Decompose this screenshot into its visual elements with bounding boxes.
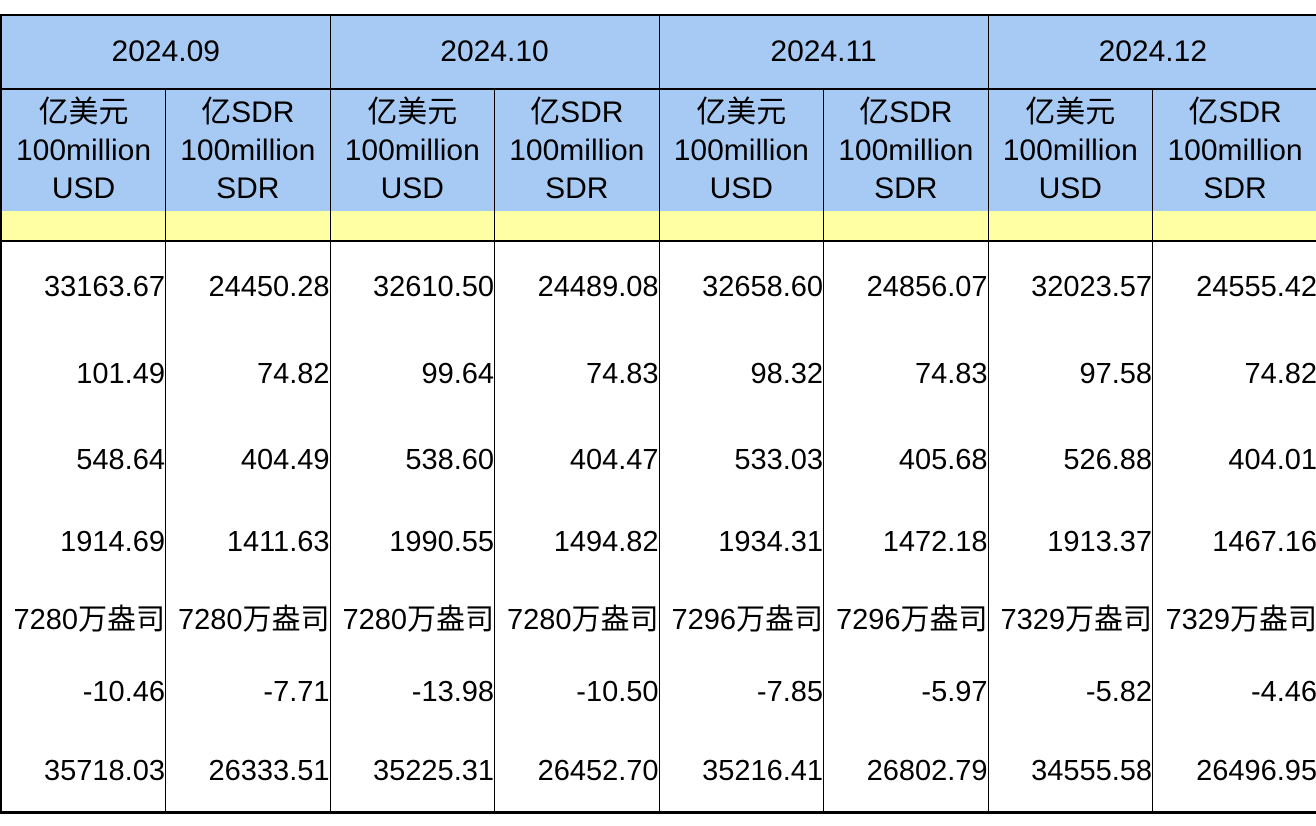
data-cell: 548.64 <box>1 417 166 503</box>
data-cell: -4.46 <box>1152 653 1316 731</box>
unit-header-usd: 亿美元 100million USD <box>330 89 496 211</box>
data-cell: 32610.50 <box>330 241 496 332</box>
data-cell: 1467.16 <box>1152 503 1316 581</box>
data-cell: 101.49 <box>1 332 166 417</box>
month-header-2024-10: 2024.10 <box>330 15 660 90</box>
data-cell: -5.97 <box>823 653 989 731</box>
month-header-2024-09: 2024.09 <box>1 15 331 90</box>
data-cell: 1472.18 <box>823 503 989 581</box>
data-cell: 35216.41 <box>659 731 825 813</box>
data-cell: 24489.08 <box>494 241 660 332</box>
data-cell: 1934.31 <box>659 503 825 581</box>
unit-header-usd: 亿美元 100million USD <box>988 89 1154 211</box>
month-header-2024-11: 2024.11 <box>659 15 989 90</box>
data-cell: 7296万盎司 <box>823 581 989 653</box>
data-cell: -10.46 <box>1 653 166 731</box>
highlight-cell <box>494 211 660 242</box>
data-cell: -7.71 <box>165 653 331 731</box>
data-cell: 1494.82 <box>494 503 660 581</box>
month-header-2024-12: 2024.12 <box>988 15 1316 90</box>
highlight-cell <box>823 211 989 242</box>
highlight-cell <box>659 211 825 242</box>
data-cell: 74.83 <box>823 332 989 417</box>
data-cell: 7280万盎司 <box>1 581 166 653</box>
data-cell: 7280万盎司 <box>165 581 331 653</box>
data-cell: 33163.67 <box>1 241 166 332</box>
data-cell: -7.85 <box>659 653 825 731</box>
data-cell: 74.82 <box>165 332 331 417</box>
data-cell: 26452.70 <box>494 731 660 813</box>
data-cell: 97.58 <box>988 332 1154 417</box>
data-cell: 26802.79 <box>823 731 989 813</box>
reserve-assets-table: 2024.09 2024.10 2024.11 2024.12 亿美元 100m… <box>0 14 1316 814</box>
data-cell: 35225.31 <box>330 731 496 813</box>
data-cell: 1990.55 <box>330 503 496 581</box>
unit-header-row: 亿美元 100million USD 亿SDR 100million SDR 亿… <box>1 89 1316 211</box>
unit-header-sdr: 亿SDR 100million SDR <box>823 89 989 211</box>
data-cell: 35718.03 <box>1 731 166 813</box>
table-row: 1914.69 1411.63 1990.55 1494.82 1934.31 … <box>1 503 1316 581</box>
data-cell: 7329万盎司 <box>988 581 1154 653</box>
unit-header-sdr: 亿SDR 100million SDR <box>1152 89 1316 211</box>
unit-header-sdr: 亿SDR 100million SDR <box>494 89 660 211</box>
highlight-row <box>1 211 1316 242</box>
data-cell: 538.60 <box>330 417 496 503</box>
table-row-total: 35718.03 26333.51 35225.31 26452.70 3521… <box>1 731 1316 813</box>
month-header-row: 2024.09 2024.10 2024.11 2024.12 <box>1 15 1316 90</box>
data-cell: -5.82 <box>988 653 1154 731</box>
data-cell: 7296万盎司 <box>659 581 825 653</box>
data-cell: 7329万盎司 <box>1152 581 1316 653</box>
data-cell: 24450.28 <box>165 241 331 332</box>
data-cell: 404.49 <box>165 417 331 503</box>
data-cell: 98.32 <box>659 332 825 417</box>
data-cell: 404.47 <box>494 417 660 503</box>
table-row: 548.64 404.49 538.60 404.47 533.03 405.6… <box>1 417 1316 503</box>
data-cell: 74.83 <box>494 332 660 417</box>
data-cell: 1914.69 <box>1 503 166 581</box>
data-cell: 1913.37 <box>988 503 1154 581</box>
data-cell: 7280万盎司 <box>494 581 660 653</box>
data-cell: 24555.42 <box>1152 241 1316 332</box>
highlight-cell <box>165 211 331 242</box>
unit-header-usd: 亿美元 100million USD <box>1 89 166 211</box>
data-cell: 32658.60 <box>659 241 825 332</box>
data-cell: -13.98 <box>330 653 496 731</box>
table-row: -10.46 -7.71 -13.98 -10.50 -7.85 -5.97 -… <box>1 653 1316 731</box>
data-cell: 533.03 <box>659 417 825 503</box>
data-cell: 7280万盎司 <box>330 581 496 653</box>
data-cell: 405.68 <box>823 417 989 503</box>
highlight-cell <box>1152 211 1316 242</box>
highlight-cell <box>330 211 496 242</box>
unit-header-usd: 亿美元 100million USD <box>659 89 825 211</box>
data-cell: 26496.95 <box>1152 731 1316 813</box>
data-cell: 99.64 <box>330 332 496 417</box>
data-cell: 526.88 <box>988 417 1154 503</box>
table-row-gold-ounces: 7280万盎司 7280万盎司 7280万盎司 7280万盎司 7296万盎司 … <box>1 581 1316 653</box>
data-cell: 1411.63 <box>165 503 331 581</box>
data-cell: 32023.57 <box>988 241 1154 332</box>
highlight-cell <box>1 211 166 242</box>
data-cell: 34555.58 <box>988 731 1154 813</box>
data-cell: 74.82 <box>1152 332 1316 417</box>
data-cell: 24856.07 <box>823 241 989 332</box>
table-row-fx-reserves: 33163.67 24450.28 32610.50 24489.08 3265… <box>1 241 1316 332</box>
unit-header-sdr: 亿SDR 100million SDR <box>165 89 331 211</box>
highlight-cell <box>988 211 1154 242</box>
data-cell: 404.01 <box>1152 417 1316 503</box>
data-cell: -10.50 <box>494 653 660 731</box>
table-row: 101.49 74.82 99.64 74.83 98.32 74.83 97.… <box>1 332 1316 417</box>
data-cell: 26333.51 <box>165 731 331 813</box>
